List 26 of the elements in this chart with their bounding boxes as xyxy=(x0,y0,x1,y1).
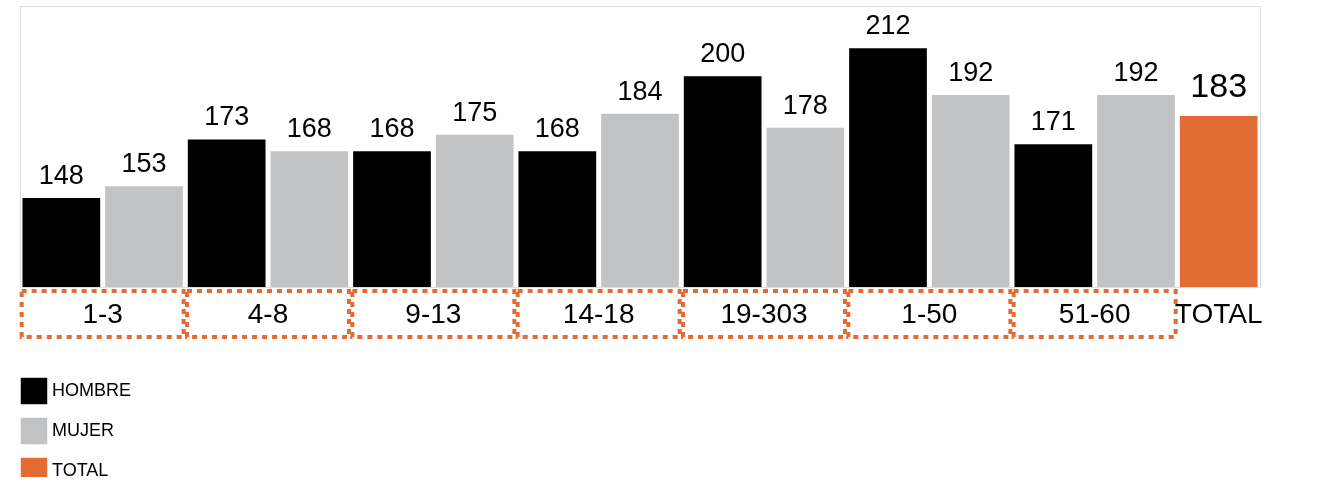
data-label: 171 xyxy=(1030,106,1076,137)
data-label: 148 xyxy=(38,160,84,191)
legend-label: TOTAL xyxy=(52,460,109,480)
x-tick-label: 14-18 xyxy=(562,298,635,329)
data-label: 168 xyxy=(534,113,580,144)
x-tick-label: 1-3 xyxy=(82,298,123,329)
data-label: 200 xyxy=(700,38,746,69)
x-tick-label: TOTAL xyxy=(1174,298,1263,329)
data-label: 192 xyxy=(1113,56,1159,87)
x-tick-label: 1-50 xyxy=(901,298,958,329)
data-label: 178 xyxy=(782,89,828,120)
data-label: 212 xyxy=(865,10,911,41)
data-label: 175 xyxy=(452,96,498,127)
data-label: 153 xyxy=(121,148,167,179)
legend-label: HOMBRE xyxy=(52,380,132,400)
data-label: 168 xyxy=(369,113,415,144)
data-label: 168 xyxy=(286,113,332,144)
data-label: 184 xyxy=(617,75,663,106)
data-label: 183 xyxy=(1190,66,1248,105)
data-label: 173 xyxy=(204,101,250,132)
x-tick-label: 4-8 xyxy=(247,298,289,329)
x-tick-label: 19-303 xyxy=(720,298,808,329)
x-tick-label: 9-13 xyxy=(405,298,462,329)
x-tick-label: 51-60 xyxy=(1058,298,1131,329)
data-label: 192 xyxy=(948,56,994,87)
legend-label: MUJER xyxy=(52,420,114,440)
